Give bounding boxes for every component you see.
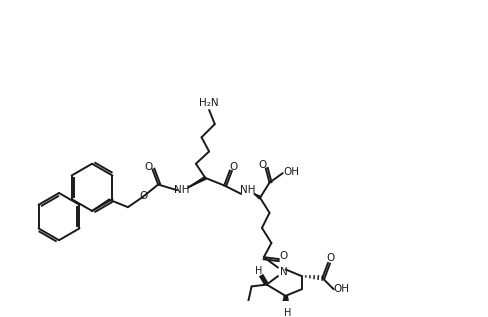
Text: OH: OH <box>283 167 299 177</box>
Text: NH: NH <box>240 185 255 195</box>
Text: H: H <box>283 308 290 317</box>
Polygon shape <box>188 177 205 187</box>
Text: O: O <box>279 251 287 261</box>
Text: O: O <box>258 160 266 170</box>
Text: H: H <box>255 266 262 276</box>
Polygon shape <box>254 194 260 199</box>
Text: O: O <box>229 162 237 171</box>
Text: N: N <box>279 267 287 277</box>
Text: NH: NH <box>174 185 189 195</box>
Text: O: O <box>326 253 334 263</box>
Text: H₂N: H₂N <box>199 98 219 108</box>
Text: OH: OH <box>332 284 348 294</box>
Text: O: O <box>144 162 153 171</box>
Text: O: O <box>140 191 148 201</box>
